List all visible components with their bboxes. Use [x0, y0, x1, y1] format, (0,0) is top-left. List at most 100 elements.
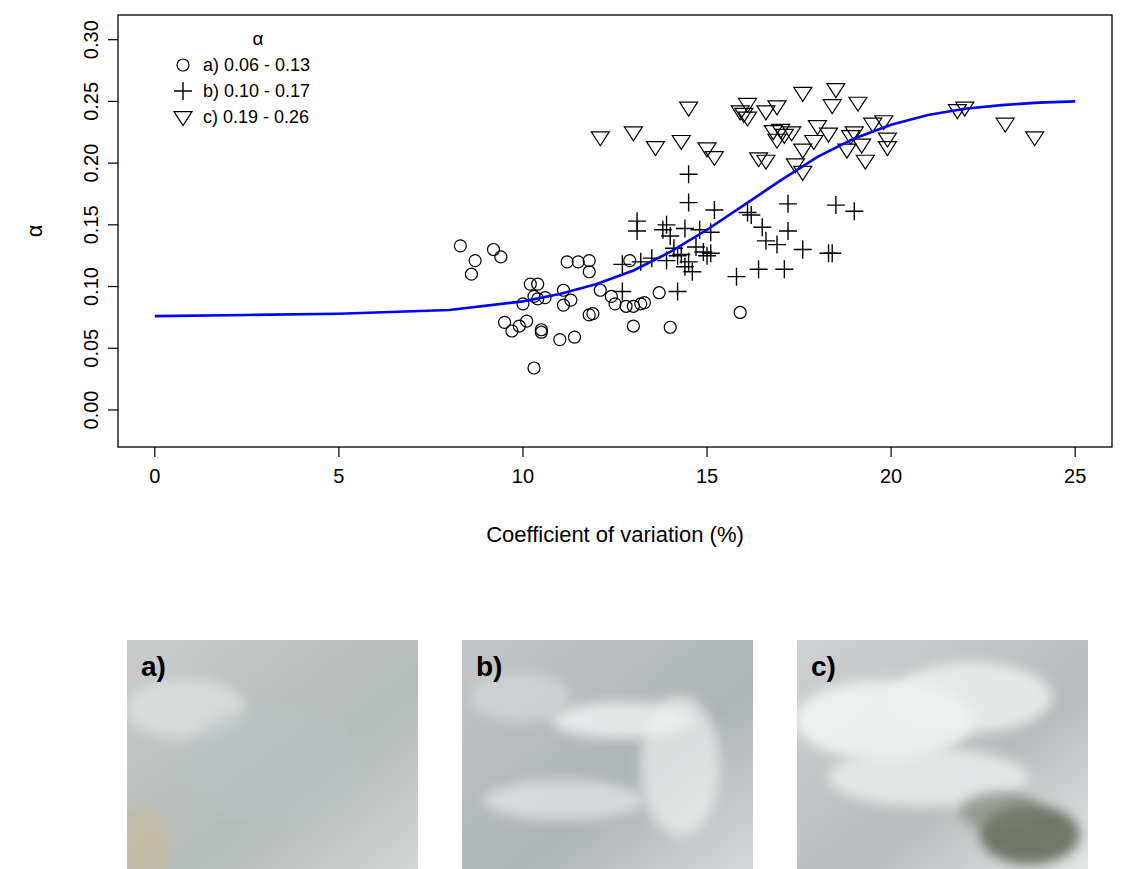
point: [583, 266, 595, 278]
photo-texture: [183, 706, 363, 826]
point: [469, 255, 481, 267]
y-tick: [108, 348, 118, 349]
y-tick: [108, 224, 118, 225]
point: [694, 243, 712, 261]
point: [488, 244, 500, 256]
point: [702, 244, 720, 262]
point: [628, 222, 646, 240]
series-triangle-down: [591, 84, 1043, 181]
point: [680, 194, 698, 212]
point: [779, 195, 797, 213]
point: [627, 320, 639, 332]
point: [521, 315, 533, 327]
plot-area: [155, 84, 1075, 374]
point: [646, 142, 664, 156]
point: [676, 220, 694, 238]
photo-texture: [484, 780, 644, 820]
point: [996, 118, 1014, 132]
point: [609, 298, 621, 310]
x-tick: [706, 447, 707, 457]
point: [613, 255, 631, 273]
point: [727, 268, 745, 286]
point: [734, 306, 746, 318]
point: [742, 206, 760, 224]
point: [532, 278, 544, 290]
point: [465, 268, 477, 280]
point: [750, 260, 768, 278]
point: [535, 326, 547, 338]
point: [820, 128, 838, 142]
point: [583, 255, 595, 267]
point: [661, 227, 679, 245]
point: [624, 127, 642, 141]
point: [845, 202, 863, 220]
point: [658, 216, 676, 234]
x-tick-label: 0: [149, 465, 160, 487]
x-tick-label: 25: [1064, 465, 1086, 487]
legend-symbol: [174, 112, 192, 126]
point: [794, 166, 812, 180]
x-tick: [338, 447, 339, 457]
point: [535, 324, 547, 336]
point: [528, 362, 540, 374]
x-tick: [154, 447, 155, 457]
y-tick-label: 0.00: [80, 391, 102, 430]
point: [794, 241, 812, 259]
point: [680, 165, 698, 183]
photo-texture: [127, 806, 172, 869]
x-tick-label: 20: [880, 465, 902, 487]
legend-title: α: [253, 28, 264, 49]
photo-background: [462, 640, 753, 869]
point: [454, 240, 466, 252]
point: [705, 201, 723, 219]
point: [753, 218, 771, 236]
photo-label: a): [141, 651, 166, 682]
point: [638, 297, 650, 309]
point: [565, 294, 577, 306]
point: [664, 321, 676, 333]
point: [768, 236, 786, 254]
point: [683, 263, 701, 281]
point: [827, 84, 845, 98]
point: [805, 135, 823, 149]
photo: [127, 640, 418, 869]
y-tick-label: 0.30: [80, 20, 102, 59]
point: [613, 282, 631, 300]
point: [524, 278, 536, 290]
y-tick: [108, 39, 118, 40]
point: [705, 152, 723, 166]
y-tick-label: 0.10: [80, 267, 102, 306]
legend-label: a) 0.06 - 0.13: [203, 55, 310, 75]
point: [849, 97, 867, 111]
point: [823, 244, 841, 262]
point: [676, 258, 694, 276]
y-tick-label: 0.20: [80, 144, 102, 183]
legend-symbol: [174, 82, 192, 100]
y-axis-title: α: [22, 224, 47, 237]
point: [757, 155, 775, 169]
x-tick: [891, 447, 892, 457]
point: [669, 282, 687, 300]
point: [620, 300, 632, 312]
point: [878, 142, 896, 156]
plot-frame: [118, 15, 1112, 447]
point: [768, 101, 786, 115]
fitted-curve: [155, 101, 1075, 316]
x-axis-title: Coefficient of variation (%): [486, 522, 744, 547]
photo-label: c): [811, 651, 836, 682]
point: [554, 334, 566, 346]
legend-label: c) 0.19 - 0.26: [203, 107, 309, 127]
point: [680, 253, 698, 271]
point: [653, 287, 665, 299]
legend: αa) 0.06 - 0.13b) 0.10 - 0.17c) 0.19 - 0…: [174, 28, 310, 127]
point: [739, 98, 757, 112]
y-tick: [108, 286, 118, 287]
series-plus: [613, 165, 863, 300]
photo-texture: [961, 792, 1041, 832]
y-tick-label: 0.25: [80, 82, 102, 121]
point: [823, 100, 841, 114]
point: [853, 139, 871, 153]
point: [775, 260, 793, 278]
photo: [797, 640, 1088, 869]
point: [1026, 132, 1044, 146]
